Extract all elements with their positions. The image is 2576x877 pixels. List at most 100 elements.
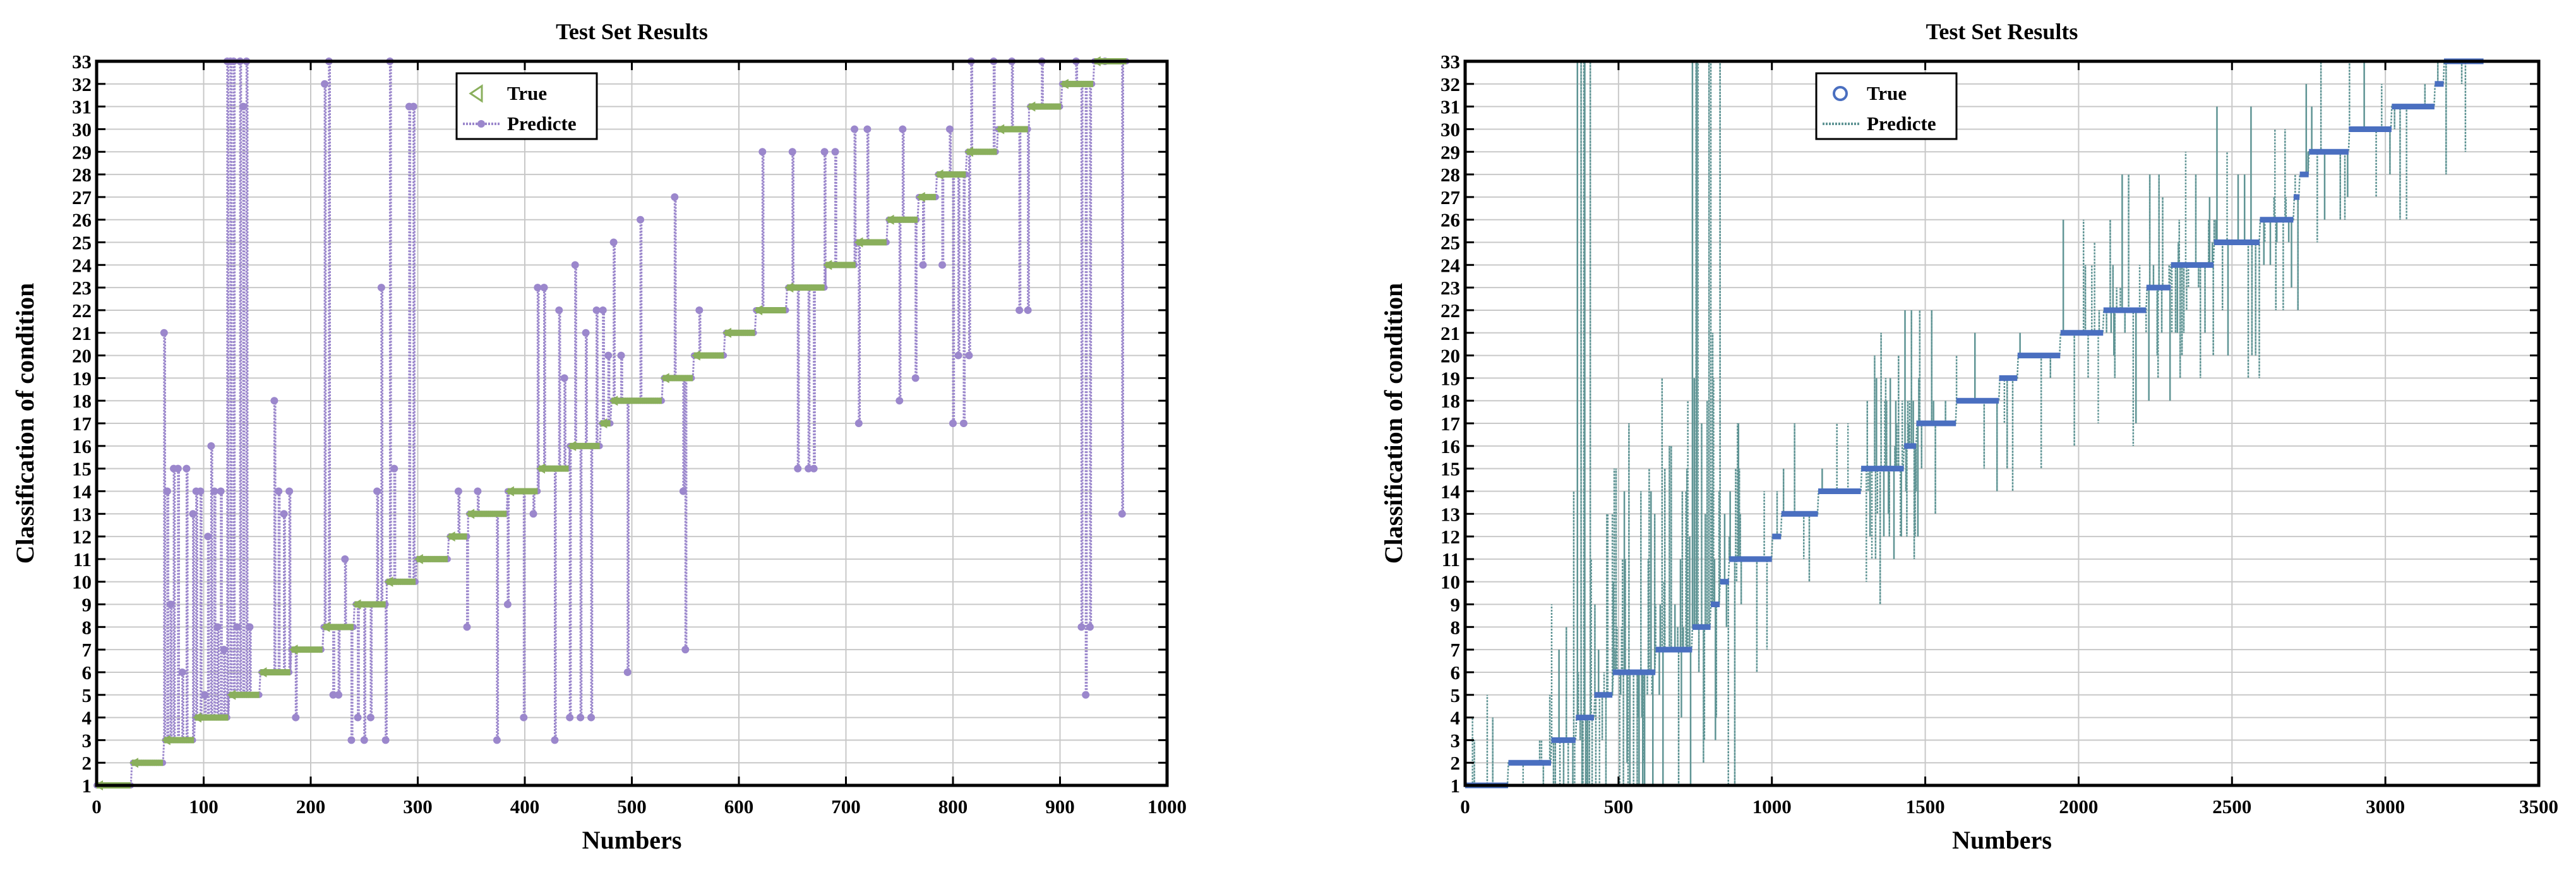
chart0-y-tick-label: 4 — [82, 707, 92, 729]
chart0-predicte-point — [794, 464, 802, 473]
chart0-y-tick-label: 25 — [72, 232, 92, 254]
chart0-x-axis-label: Numbers — [582, 826, 682, 854]
chart0-true-point — [691, 350, 700, 361]
chart0-y-tick-label: 32 — [72, 73, 92, 95]
chart1-y-tick-label: 14 — [1441, 480, 1460, 502]
chart0-predicte-point — [503, 600, 512, 608]
chart1-x-tick-label: 2500 — [2212, 795, 2251, 818]
chart0-y-tick-label: 23 — [72, 277, 92, 299]
chart1-y-tick-label: 3 — [1451, 729, 1461, 751]
chart0-true-point — [129, 758, 138, 768]
chart0-legend-predicte-marker — [477, 120, 485, 128]
chart0-x-tick-label: 100 — [189, 795, 219, 818]
chart0-true-point — [598, 418, 608, 428]
chart0-predicte-point — [896, 397, 904, 405]
chart1-y-tick-label: 26 — [1441, 209, 1460, 231]
chart0-series-true — [94, 56, 1127, 790]
chart0-y-tick-label: 13 — [72, 503, 92, 525]
chart0-y-axis-label: Classification of condition — [11, 283, 39, 564]
chart0-true-point — [321, 622, 330, 632]
chart0-legend-true-marker — [469, 84, 483, 103]
chart0-legend-box — [455, 72, 598, 140]
chart0-predicte-point — [166, 600, 174, 608]
chart0-true-point — [352, 599, 361, 610]
chart1-y-tick-label: 32 — [1441, 73, 1460, 95]
chart0-predicte-point — [493, 736, 501, 744]
chart0-predicte-point — [347, 736, 356, 744]
chart0-y-tick-label: 12 — [72, 526, 92, 548]
chart0-true-point — [384, 576, 393, 587]
chart0-y-tick-label: 26 — [72, 209, 92, 231]
chart0-x-tick-label: 300 — [403, 795, 433, 818]
chart1-legend-true-label: True — [1867, 82, 1907, 104]
chart0-legend: True Predicte — [455, 72, 598, 140]
chart0-predicte-point — [520, 713, 528, 722]
chart1-y-tick-label: 22 — [1441, 299, 1460, 322]
chart1-y-tick-label: 18 — [1441, 390, 1460, 412]
chart1-data — [1465, 58, 2484, 789]
chart0-true-point — [854, 237, 863, 248]
chart1-ticks: 1234567891011121314151617181920212223242… — [1441, 51, 2558, 818]
chart0-predicte-point — [377, 284, 385, 292]
chart0-predicte-point — [285, 487, 294, 495]
chart0-y-tick-label: 27 — [72, 186, 92, 209]
chart0-ticks: 1234567891011121314151617181920212223242… — [72, 51, 1187, 818]
chart0-predicte-point — [529, 510, 537, 518]
chart0-predicte-point — [354, 713, 362, 722]
chart0-predicte-point — [899, 125, 907, 133]
chart0-y-tick-label: 24 — [72, 254, 92, 276]
chart0-true-point — [227, 689, 236, 700]
chart1-x-axis-label: Numbers — [1952, 826, 2052, 854]
chart0-predicte-point — [217, 487, 225, 495]
chart0-predicte-point — [945, 125, 954, 133]
chart0-y-tick-label: 3 — [82, 729, 92, 751]
chart0-predicte-point — [321, 80, 329, 88]
chart1-y-tick-label: 27 — [1441, 186, 1460, 209]
chart0-x-tick-label: 0 — [92, 795, 102, 818]
chart0-predicte-point — [820, 148, 829, 156]
chart0-predicte-point — [246, 623, 254, 631]
chart0-predicte-point — [623, 668, 632, 676]
chart-right: 1234567891011121314151617181920212223242… — [1379, 19, 2558, 854]
chart0-predicte-point — [851, 125, 859, 133]
chart0-predicte-point — [201, 691, 209, 699]
chart1-y-tick-label: 7 — [1451, 639, 1461, 661]
chart1-y-tick-label: 8 — [1451, 616, 1461, 638]
chart0-predicte-point — [788, 148, 796, 156]
chart0-predicte-point — [959, 420, 967, 427]
chart0-true-point — [414, 553, 423, 564]
chart1-x-tick-label: 1500 — [1906, 795, 1945, 818]
chart0-predicte-point — [275, 487, 283, 495]
chart0-legend-true-label: True — [507, 82, 547, 104]
chart0-predicte-point — [189, 510, 197, 518]
chart0-legend-predicte-label: Predicte — [507, 112, 577, 135]
chart0-predicte-point — [695, 306, 704, 314]
chart0-predicte-point — [280, 510, 288, 518]
chart1-y-tick-label: 2 — [1451, 752, 1461, 774]
chart1-x-tick-label: 3500 — [2519, 795, 2558, 818]
chart0-x-tick-label: 700 — [831, 795, 861, 818]
chart0-y-tick-label: 15 — [72, 458, 92, 480]
chart-left: 1234567891011121314151617181920212223242… — [11, 19, 1187, 854]
chart1-y-tick-label: 4 — [1451, 707, 1461, 729]
chart1-legend: True Predicte — [1815, 72, 1958, 140]
chart1-legend-predicte-label: Predicte — [1867, 112, 1936, 135]
chart0-predicte-point — [1024, 306, 1032, 314]
chart0-true-point — [995, 124, 1005, 135]
chart1-x-tick-label: 1000 — [1752, 795, 1792, 818]
chart0-chart-title: Test Set Results — [556, 19, 708, 44]
chart0-predicte-point — [373, 487, 381, 495]
chart0-predicte-point — [463, 623, 471, 631]
chart0-predicte-point — [671, 193, 679, 201]
chart0-predicte-point — [160, 329, 168, 337]
chart0-predicte-point — [163, 487, 171, 495]
chart0-y-tick-label: 9 — [82, 594, 92, 616]
chart0-predicte-point — [965, 351, 973, 360]
chart0-predicte-point — [560, 374, 568, 382]
chart0-predicte-point — [174, 464, 182, 473]
chart0-predicte-point — [758, 148, 767, 156]
chart0-y-tick-label: 19 — [72, 367, 92, 389]
chart0-predicte-point — [409, 102, 417, 111]
chart0-true-point — [1059, 78, 1069, 89]
chart0-y-tick-label: 18 — [72, 390, 92, 412]
